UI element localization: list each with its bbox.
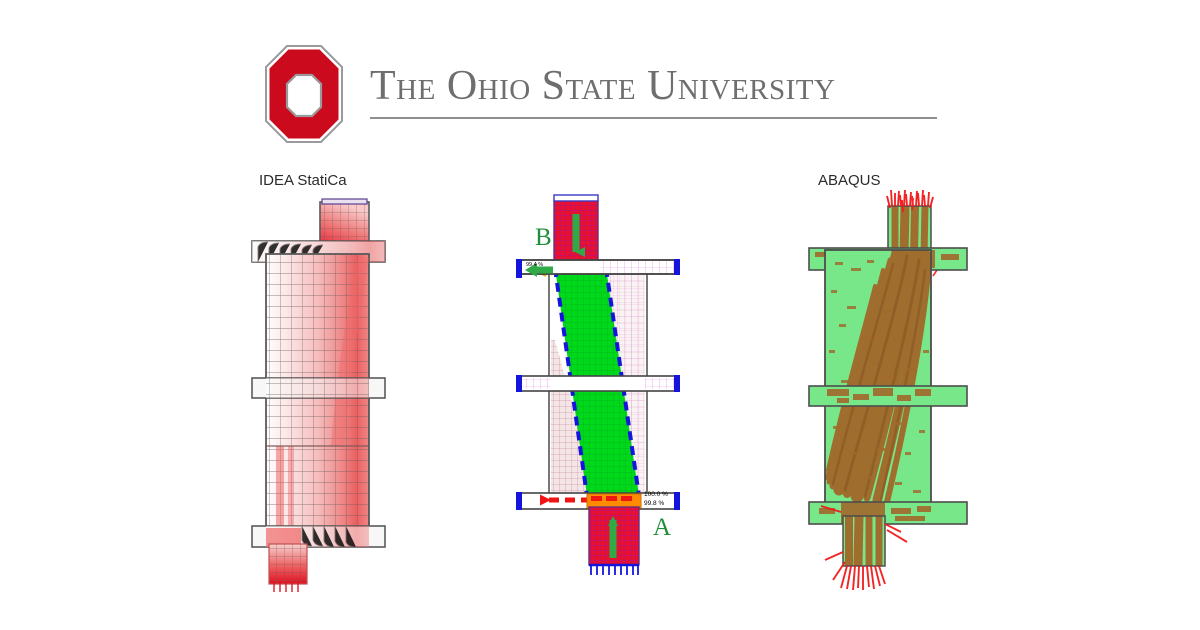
abaqus-bottom-column — [842, 515, 886, 567]
abaqus-mid-flange-plate — [808, 385, 968, 407]
university-wordmark: The Ohio State University — [370, 63, 836, 109]
panel-caption-idea-statica: IDEA StatiCa — [259, 172, 347, 189]
abaqus-top-force-vectors — [886, 190, 934, 213]
abaqus-bottom-force-vectors — [820, 505, 908, 590]
stm-bottom-arrow-head — [608, 516, 618, 526]
stm-top-plate — [516, 259, 680, 275]
block-o-svg — [265, 45, 343, 143]
figure-abaqus — [795, 190, 981, 590]
stm-mid-plate — [516, 375, 680, 392]
stm-bottom-column — [588, 506, 640, 575]
figure-idea-statica — [236, 196, 408, 592]
stm-node-a-orange — [586, 493, 642, 509]
stm-label-b: B — [535, 224, 552, 251]
abaqus-bottom-flange-plate — [808, 501, 968, 525]
idea-mid-flange-plate — [251, 377, 386, 399]
idea-statica-svg — [251, 198, 386, 592]
stm-annotation-998: 99.8 % — [644, 500, 664, 507]
abaqus-svg — [808, 190, 968, 590]
figure-strut-and-tie-model: B A 100.0 % 99.8 % 99.4 % — [505, 190, 695, 582]
brand-wordmark-wrap: The Ohio State University — [370, 63, 940, 109]
brand-divider-rule — [370, 117, 937, 119]
panel-caption-abaqus: ABAQUS — [818, 172, 881, 189]
stm-annotation-100: 100.0 % — [644, 491, 668, 498]
strut-tie-svg: B A 100.0 % 99.8 % 99.4 % — [516, 194, 680, 575]
stm-node-b-reaction — [516, 262, 553, 278]
stm-strut-left-boundary — [553, 267, 589, 497]
block-o-inner-hole — [285, 73, 323, 118]
brand-header: The Ohio State University — [265, 45, 945, 145]
stm-strut-right-boundary — [604, 267, 641, 497]
ohio-state-block-o-logo — [265, 45, 343, 143]
stm-annotation-node-b-util: 99.4 % — [526, 262, 543, 268]
stm-top-column — [553, 194, 599, 263]
idea-bottom-column-stub — [268, 543, 308, 592]
stm-label-a: A — [653, 514, 671, 541]
idea-bottom-flange-plate — [251, 525, 386, 548]
stm-support-hatch — [589, 563, 639, 575]
abaqus-web-panel — [824, 249, 932, 523]
